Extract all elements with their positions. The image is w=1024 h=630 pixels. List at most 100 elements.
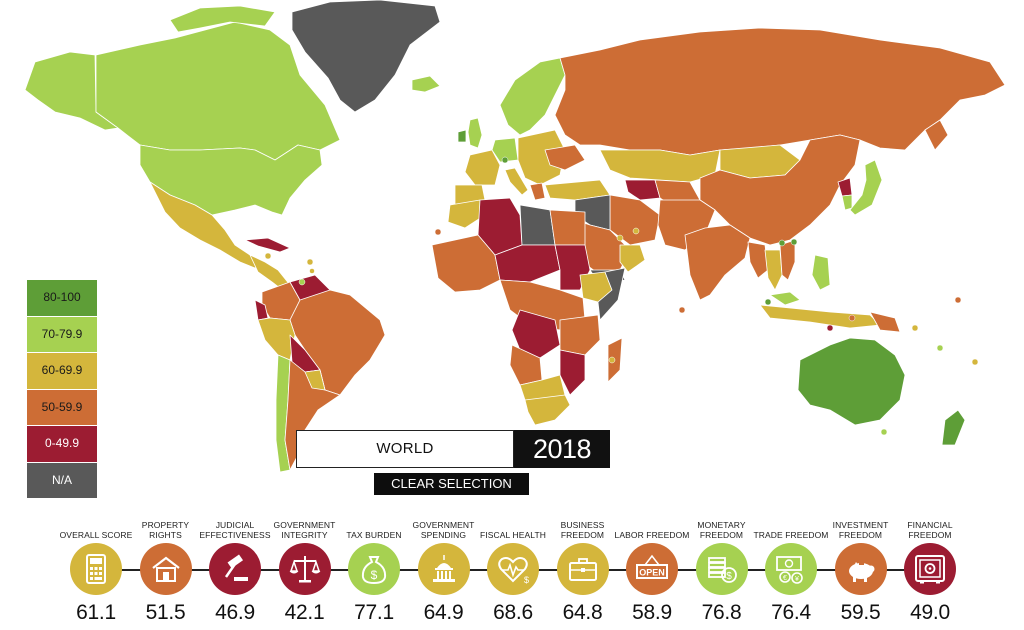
indicator-item[interactable]: FINANCIAL FREEDOM 49.0 [890,512,970,625]
year-selector[interactable]: 2018 [514,430,610,468]
island-marker[interactable] [264,252,272,260]
indicator-circle[interactable]: OPEN [626,543,678,595]
island-marker[interactable] [911,324,919,332]
indicator-label: TRADE FREEDOM [753,530,829,540]
indicator-circle[interactable] [70,543,122,595]
legend-item[interactable]: 50-59.9 [27,389,97,425]
country-oman[interactable] [619,244,646,273]
country-greece[interactable] [529,182,546,201]
region-selector[interactable]: WORLD [296,430,514,468]
island-marker[interactable] [306,258,314,266]
indicator-circle[interactable] [278,543,331,595]
country-thailand[interactable] [764,249,783,291]
country-france[interactable] [464,149,501,186]
legend-item[interactable]: 60-69.9 [27,353,97,389]
indicator-item[interactable]: MONETARY FREEDOM $76.8 [682,512,762,625]
country-uk[interactable] [467,117,483,149]
country-ireland[interactable] [457,129,467,143]
legend-item[interactable]: N/A [27,462,97,498]
island-marker[interactable] [954,296,962,304]
indicator-item[interactable]: PROPERTY RIGHTS 51.5 [126,512,206,625]
island-marker[interactable] [790,238,798,246]
indicator-item[interactable]: GOVERNMENT SPENDING 64.9 [404,512,484,625]
country-japan[interactable] [849,159,883,216]
country-greenland[interactable] [291,0,441,113]
region-scandinavia[interactable] [499,57,566,136]
indicator-item[interactable]: FISCAL HEALTH $68.6 [473,512,553,625]
world-map[interactable] [0,0,1024,505]
legend-item[interactable]: 70-79.9 [27,316,97,352]
country-papua-new-guinea[interactable] [869,311,901,333]
country-italy[interactable] [504,167,529,196]
indicator-item[interactable]: OVERALL SCORE 61.1 [56,512,136,625]
region-west-africa[interactable] [431,234,501,293]
indicator-item[interactable]: TAX BURDEN $77.1 [334,512,414,625]
safe-icon [915,555,945,584]
country-paraguay[interactable] [304,369,326,391]
country-malaysia[interactable] [769,291,801,306]
island-marker[interactable] [778,239,786,247]
country-germany[interactable] [491,137,519,163]
island-marker[interactable] [616,234,624,242]
region-eastern-europe[interactable] [517,129,566,186]
region-kamchatka[interactable] [924,119,949,151]
country-ukraine[interactable] [544,144,586,171]
island-marker[interactable] [880,428,888,436]
indicator-item[interactable]: GOVERNMENT INTEGRITY 42.1 [265,512,345,625]
island-marker[interactable] [632,227,640,235]
island-marker[interactable] [309,268,315,274]
indicator-item[interactable]: LABOR FREEDOM OPEN 58.9 [612,512,692,625]
island-marker[interactable] [826,324,834,332]
country-egypt[interactable] [549,209,586,246]
country-new-zealand[interactable] [941,409,966,446]
country-usa-alaska[interactable] [24,51,119,131]
legend-item[interactable]: 0-49.9 [27,426,97,462]
island-marker[interactable] [501,156,509,164]
island-marker[interactable] [971,358,979,366]
indicator-circle[interactable]: $ [348,543,400,595]
indicator-circle[interactable] [209,543,261,595]
country-india[interactable] [684,224,751,301]
country-morocco[interactable] [447,199,486,229]
island-marker[interactable] [678,306,686,314]
country-indonesia[interactable] [759,304,881,329]
indicator-item[interactable]: JUDICIAL EFFECTIVENESS 46.9 [195,512,275,625]
island-marker[interactable] [764,298,772,306]
country-australia[interactable] [797,337,906,426]
country-south-africa[interactable] [524,394,571,426]
island-marker[interactable] [936,344,944,352]
clear-selection-button[interactable]: CLEAR SELECTION [374,473,529,495]
indicator-item[interactable]: INVESTMENT FREEDOM 59.5 [821,512,901,625]
indicator-circle[interactable] [417,543,470,595]
country-myanmar[interactable] [747,241,769,279]
country-cuba[interactable] [244,237,291,253]
island-marker[interactable] [298,278,306,286]
indicator-label: TAX BURDEN [346,530,402,540]
indicator-circle[interactable] [904,543,956,595]
indicator-item[interactable]: BUSINESS FREEDOM 64.8 [543,512,623,625]
indicator-value: 68.6 [493,601,533,624]
legend-item[interactable]: 80-100 [27,280,97,316]
indicator-circle[interactable]: € ¥ [765,543,817,595]
country-south-korea[interactable] [841,194,853,211]
indicator-value: 42.1 [284,601,325,624]
island-marker[interactable] [848,314,856,322]
indicator-item[interactable]: TRADE FREEDOM € ¥76.4 [751,512,831,625]
country-russia[interactable] [554,27,1006,156]
indicator-circle[interactable]: $ [695,543,748,595]
indicator-circle[interactable] [556,543,609,595]
indicator-circle[interactable] [139,543,192,595]
country-iceland[interactable] [411,75,441,93]
island-marker[interactable] [608,356,616,364]
country-somalia[interactable] [597,267,626,321]
region-arctic-islands[interactable] [169,5,276,33]
country-philippines[interactable] [811,254,831,291]
island-marker[interactable] [434,228,442,236]
country-brazil[interactable] [289,289,386,396]
country-turkmenistan[interactable] [624,179,661,201]
indicator-circle[interactable] [834,543,887,595]
indicator-circle[interactable]: $ [487,543,539,595]
country-tanzania-kenya[interactable] [559,314,601,356]
country-mozambique[interactable] [559,349,586,396]
country-peru[interactable] [257,317,296,361]
